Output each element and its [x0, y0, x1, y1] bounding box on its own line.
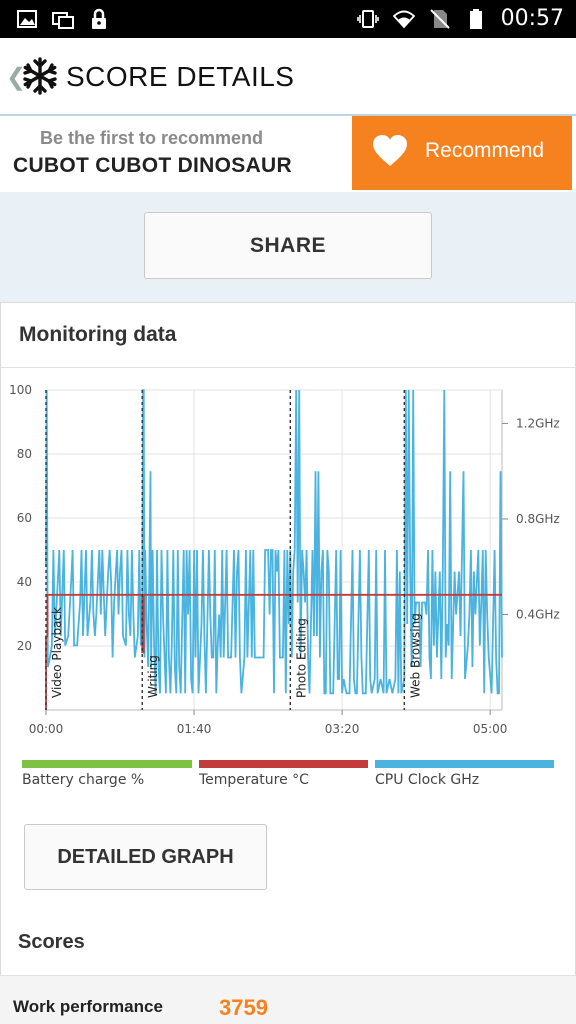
y-tick-label: 100 [9, 383, 32, 397]
x-tick-label: 03:20 [325, 722, 360, 736]
status-bar: 00:57 [0, 0, 576, 38]
legend-swatch [199, 760, 368, 768]
marker-label: Video Playback [50, 607, 64, 698]
recommend-bar: Be the first to recommend CUBOT CUBOT DI… [0, 116, 576, 192]
y-tick-label: 60 [17, 511, 32, 525]
legend-temperature: Temperature °C [199, 760, 368, 790]
y-right-tick-label: 1.2GHz [516, 416, 560, 430]
y-tick-label: 40 [17, 575, 32, 589]
legend-label: Battery charge % [22, 772, 145, 788]
wifi-icon [392, 10, 415, 28]
heart-icon [373, 135, 407, 166]
score-name: Work performance [13, 997, 163, 1016]
vibrate-icon [356, 9, 379, 28]
monitoring-chart: 20 40 60 80 100 0.4GHz 0.8GHz 1.2GHz 00:00 01:40 0… [9, 383, 560, 736]
recommend-button[interactable]: Recommend [352, 116, 572, 190]
clock: 00:57 [500, 6, 564, 31]
x-tick-label: 01:40 [177, 722, 212, 736]
back-icon[interactable]: ❮ [6, 64, 27, 91]
page-title: SCORE DETAILS [66, 61, 295, 92]
marker-label: Writing [146, 655, 160, 698]
legend-cpu: CPU Clock GHz [375, 760, 554, 790]
y-tick-label: 80 [17, 447, 32, 461]
legend-label: CPU Clock GHz [375, 772, 480, 788]
score-value: 3759 [219, 995, 268, 1020]
divider [1, 367, 576, 368]
series-cpu-clock-line [45, 389, 503, 695]
scores-heading: Scores [18, 931, 85, 953]
image-icon [17, 10, 37, 28]
share-button[interactable]: SHARE [144, 212, 432, 279]
lock-icon [92, 8, 106, 29]
x-tick-label: 00:00 [29, 722, 64, 736]
score-row[interactable]: Work performance 3759 [0, 976, 576, 1024]
recommend-label: Recommend [425, 139, 545, 162]
y-right-tick-label: 0.4GHz [516, 607, 560, 621]
battery-icon [469, 8, 482, 29]
snowflake-logo-icon [23, 57, 57, 95]
multi-window-icon [52, 12, 74, 29]
x-tick-label: 05:00 [473, 722, 508, 736]
device-name: CUBOT CUBOT DINOSAUR [13, 154, 292, 177]
app-bar: ❮ SCORE DETAILS [0, 38, 576, 116]
y-tick-label: 20 [17, 639, 32, 653]
monitoring-heading: Monitoring data [19, 323, 177, 346]
legend-swatch [375, 760, 554, 768]
divider [0, 975, 576, 976]
recommend-subtitle: Be the first to recommend [40, 128, 264, 148]
monitoring-card: Monitoring data [0, 302, 576, 1024]
y-right-tick-label: 0.8GHz [516, 512, 560, 526]
detailed-graph-button[interactable]: DETAILED GRAPH [24, 824, 267, 890]
no-sim-icon [429, 8, 450, 29]
legend-label: Temperature °C [199, 772, 309, 788]
marker-label: Photo Editing [294, 618, 308, 698]
marker-label: Web Browsing [408, 613, 422, 698]
legend-swatch [22, 760, 192, 768]
legend-battery: Battery charge % [22, 760, 192, 790]
